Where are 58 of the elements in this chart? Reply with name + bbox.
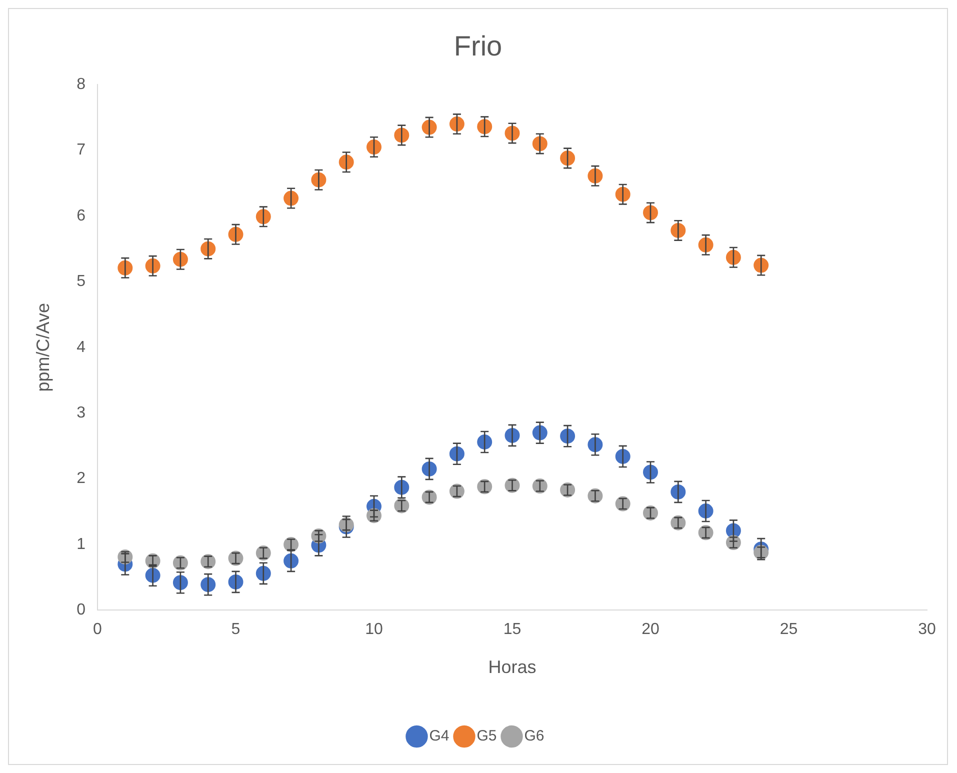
y-tick-label: 2	[76, 470, 86, 488]
point	[172, 555, 188, 570]
point	[284, 537, 299, 552]
point	[311, 528, 326, 544]
y-axis-title: ppm/C/Ave	[32, 303, 53, 392]
point	[284, 190, 299, 206]
x-tick-label: 5	[231, 621, 240, 638]
point	[560, 150, 576, 166]
y-tick-label: 7	[76, 142, 86, 159]
point	[172, 252, 188, 267]
point	[643, 464, 658, 480]
x-tick-label: 20	[642, 621, 660, 638]
point	[560, 428, 576, 444]
y-tick-label: 0	[76, 602, 86, 619]
point	[228, 550, 244, 566]
legend-label: G5	[476, 728, 497, 745]
point	[172, 575, 188, 590]
x-tick-label: 10	[365, 621, 383, 638]
point	[449, 446, 464, 462]
point	[200, 241, 216, 256]
x-tick-label: 0	[93, 621, 102, 638]
point	[477, 119, 492, 134]
point	[726, 250, 741, 265]
point	[256, 546, 271, 561]
point	[449, 484, 464, 499]
y-tick-label: 1	[76, 536, 86, 553]
point	[588, 488, 603, 504]
y-tick-label: 8	[76, 76, 86, 94]
point	[698, 525, 714, 540]
chart-title: Frio	[454, 30, 502, 62]
point	[284, 553, 299, 568]
point	[643, 205, 658, 220]
x-axis-title: Horas	[488, 657, 536, 678]
point	[754, 258, 769, 273]
point	[615, 496, 630, 512]
point	[726, 535, 741, 550]
x-tick-label: 30	[918, 621, 936, 638]
legend-label: G4	[429, 728, 450, 745]
point	[449, 116, 464, 132]
point	[200, 577, 216, 592]
point	[477, 434, 492, 450]
point	[670, 515, 686, 530]
point	[504, 478, 520, 493]
point	[477, 479, 492, 494]
x-tick-label: 25	[780, 621, 798, 638]
point	[366, 140, 382, 155]
x-tick-label: 15	[503, 621, 522, 638]
point	[394, 498, 410, 514]
point	[145, 553, 160, 568]
point	[532, 478, 548, 494]
legend-label: G6	[524, 728, 544, 745]
y-tick-label: 3	[76, 404, 86, 422]
point	[422, 490, 437, 505]
point	[200, 554, 216, 570]
point	[560, 482, 576, 498]
y-tick-label: 6	[76, 207, 86, 224]
y-tick-label: 5	[76, 273, 86, 290]
y-tick-label: 4	[76, 338, 86, 356]
